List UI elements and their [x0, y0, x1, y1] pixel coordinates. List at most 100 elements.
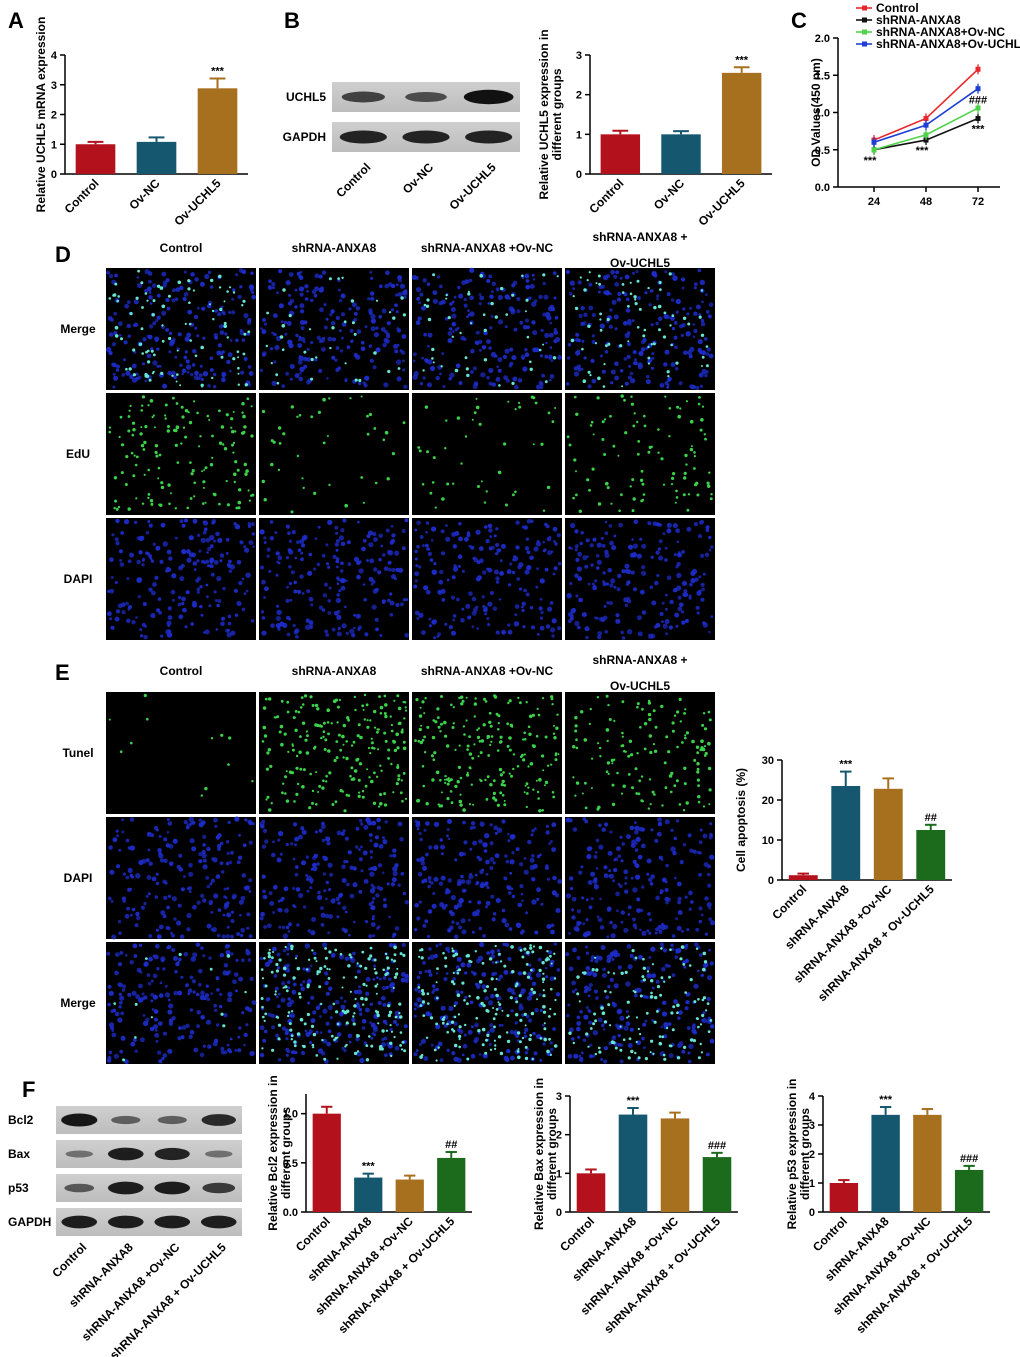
nucleus [671, 327, 676, 331]
positive-cell [542, 994, 546, 998]
nucleus [173, 956, 178, 961]
nucleus [319, 1015, 322, 1018]
nucleus [620, 369, 624, 373]
positive-cell [508, 748, 512, 752]
nucleus [414, 579, 418, 583]
nucleus [532, 1031, 536, 1036]
nucleus [281, 384, 286, 388]
nucleus [108, 350, 113, 356]
nucleus [501, 918, 507, 924]
nucleus [213, 590, 217, 594]
nucleus [626, 342, 632, 347]
nucleus [557, 355, 562, 360]
nucleus [348, 1040, 352, 1044]
nucleus [214, 309, 218, 313]
nucleus [430, 1043, 434, 1047]
nucleus [424, 919, 429, 924]
positive-cell [149, 499, 154, 503]
nucleus [586, 555, 589, 558]
positive-cell [376, 730, 379, 734]
positive-cell [653, 793, 656, 796]
nucleus [617, 1043, 622, 1047]
nucleus [432, 892, 436, 896]
positive-cell [528, 1037, 532, 1042]
positive-cell [264, 984, 268, 988]
nucleus [425, 821, 430, 826]
positive-cell [383, 712, 387, 715]
nucleus [300, 986, 306, 992]
nucleus [651, 973, 657, 979]
positive-cell [134, 1002, 138, 1006]
nucleus [503, 375, 508, 381]
nucleus [640, 843, 646, 849]
nucleus [516, 309, 521, 314]
nucleus [277, 627, 281, 631]
positive-cell [636, 326, 640, 329]
nucleus [272, 885, 278, 890]
positive-cell [245, 469, 249, 473]
nucleus [675, 819, 680, 823]
nucleus [211, 857, 215, 861]
nucleus [298, 892, 304, 899]
positive-cell [698, 315, 702, 319]
positive-cell [493, 694, 497, 698]
positive-cell [468, 735, 471, 738]
positive-cell [501, 794, 505, 797]
positive-cell [399, 1015, 403, 1019]
nucleus [150, 999, 154, 1003]
positive-cell [365, 984, 368, 987]
nucleus [217, 599, 222, 603]
nucleus [182, 607, 187, 613]
nucleus [541, 1023, 545, 1027]
nucleus [337, 901, 341, 905]
y-axis-label: Relative p53 expression in [785, 1079, 799, 1230]
nucleus [700, 913, 704, 917]
positive-cell [360, 476, 364, 479]
nucleus [551, 307, 555, 312]
nucleus [523, 588, 527, 593]
nucleus [632, 859, 637, 864]
nucleus [145, 1017, 150, 1022]
positive-cell [295, 754, 299, 758]
positive-cell [632, 424, 636, 428]
nucleus [633, 826, 637, 830]
nucleus [445, 536, 451, 542]
nucleus [693, 983, 699, 989]
nucleus [244, 547, 250, 553]
nucleus [367, 530, 373, 536]
nucleus [578, 870, 583, 875]
nucleus [327, 599, 331, 603]
nucleus [224, 902, 229, 908]
positive-cell [178, 952, 182, 957]
nucleus [603, 604, 607, 608]
nucleus [419, 535, 424, 539]
nucleus [372, 365, 377, 370]
nucleus [305, 618, 310, 623]
nucleus [127, 334, 131, 338]
nucleus [308, 596, 314, 602]
nucleus [107, 316, 113, 321]
positive-cell [687, 493, 691, 496]
positive-cell [298, 414, 302, 417]
nucleus [539, 616, 544, 620]
positive-cell [335, 756, 339, 760]
positive-cell [262, 1015, 265, 1019]
nucleus [301, 592, 305, 595]
nucleus [651, 366, 655, 370]
nucleus [453, 904, 459, 910]
positive-cell [495, 993, 499, 998]
nucleus [114, 616, 120, 622]
nucleus [369, 888, 375, 894]
nucleus [536, 897, 540, 902]
positive-cell [386, 477, 390, 481]
positive-cell [466, 744, 470, 748]
nucleus [688, 594, 692, 598]
nucleus [316, 562, 321, 567]
positive-cell [510, 945, 514, 949]
nucleus [478, 1053, 482, 1056]
nucleus [306, 347, 310, 351]
nucleus [524, 1027, 529, 1033]
nucleus [415, 287, 422, 293]
nucleus [515, 545, 520, 550]
nucleus [521, 525, 525, 529]
